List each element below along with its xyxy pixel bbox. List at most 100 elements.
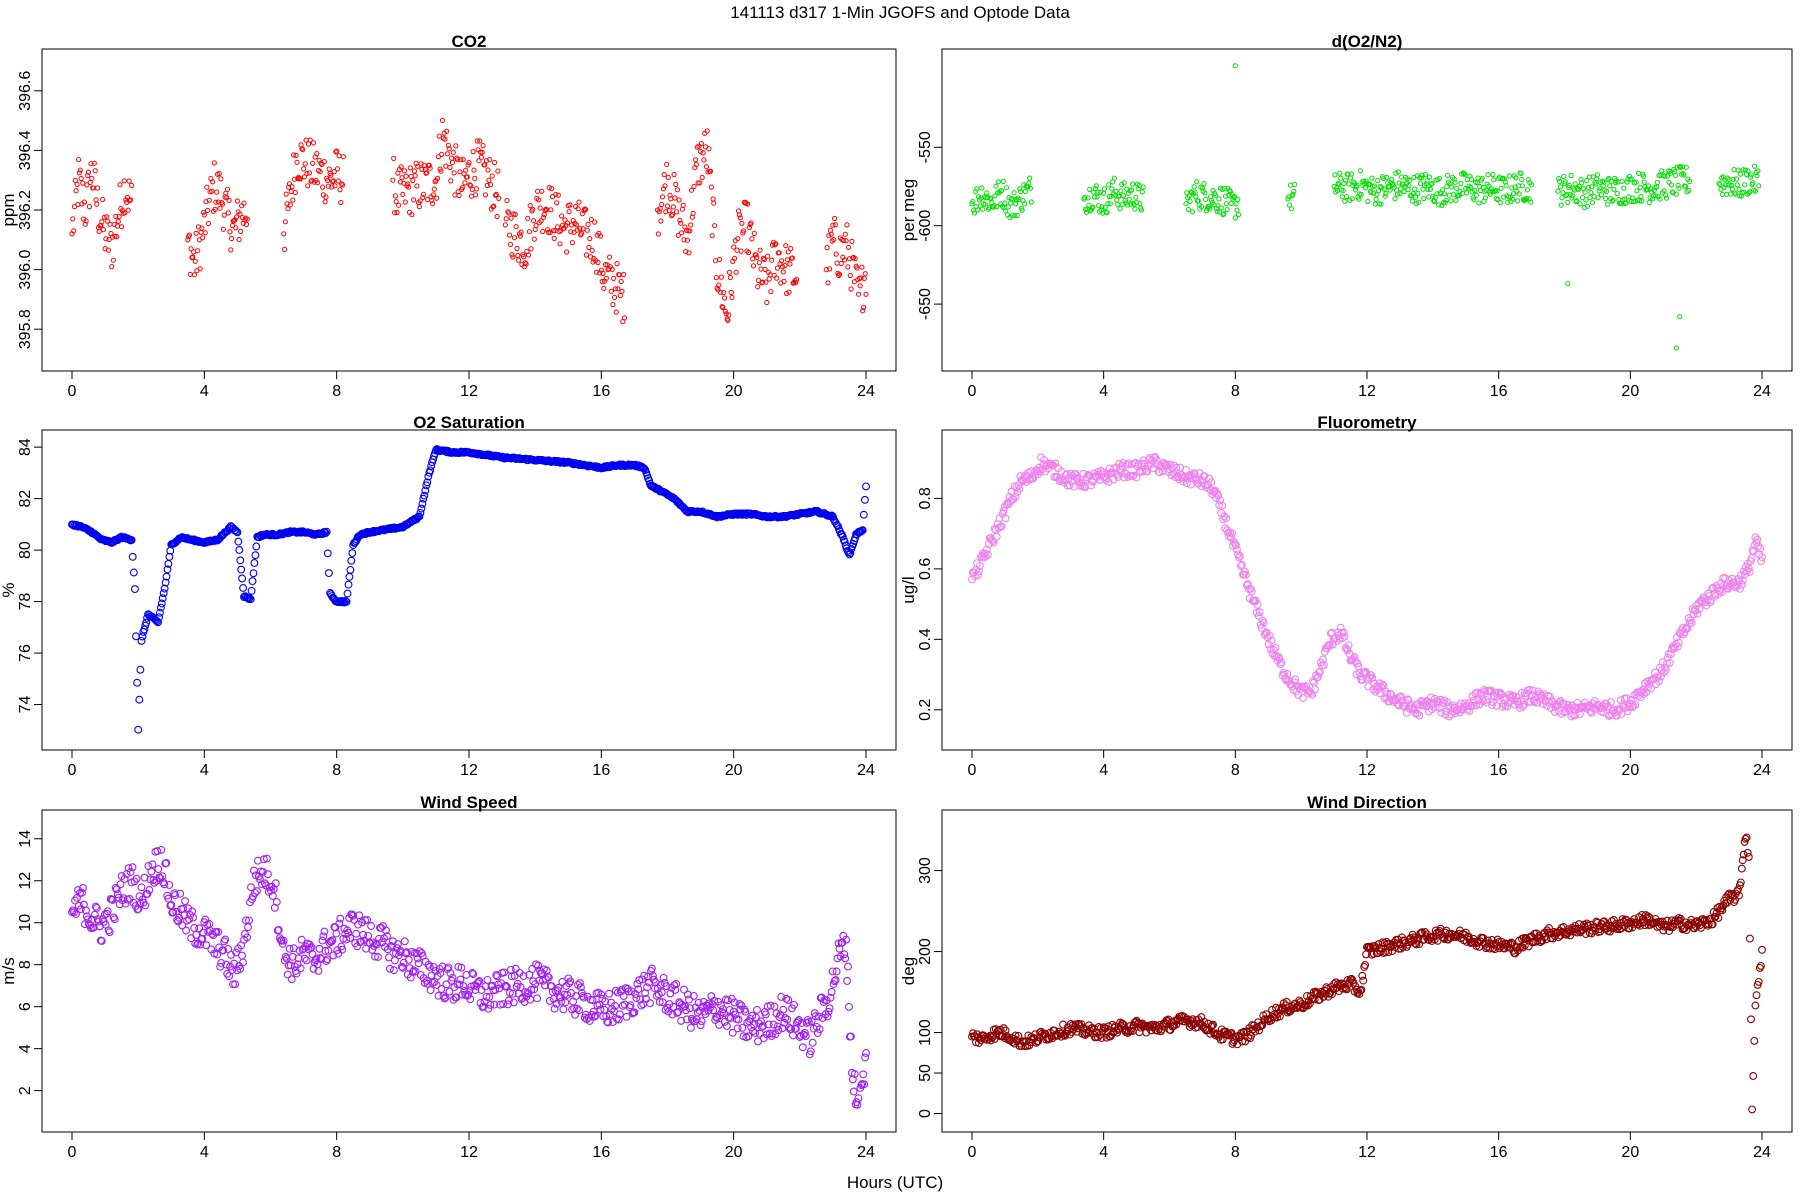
data-point [453, 143, 459, 149]
data-point [1228, 200, 1234, 206]
data-point [1216, 496, 1225, 505]
data-point [439, 117, 446, 124]
data-point [512, 211, 518, 218]
x-tick-label: 4 [200, 383, 209, 400]
data-point [1218, 501, 1227, 510]
data-point [1570, 193, 1576, 199]
data-point [854, 265, 860, 271]
data-point [1728, 574, 1736, 583]
data-point [559, 1005, 568, 1014]
x-tick-label: 20 [725, 1144, 743, 1161]
data-point [748, 1011, 757, 1020]
data-point [75, 201, 81, 208]
x-tick-label: 16 [1490, 762, 1508, 779]
data-point [1556, 175, 1562, 182]
data-point [640, 971, 649, 980]
data-point [1218, 205, 1224, 211]
data-point [1413, 709, 1422, 718]
data-point [1343, 177, 1349, 183]
data-point [975, 207, 981, 213]
data-point [669, 1002, 678, 1011]
data-point [174, 917, 183, 926]
data-point [1663, 195, 1670, 201]
data-point [1693, 609, 1702, 618]
data-point [97, 937, 106, 945]
data-point [750, 263, 757, 269]
data-point [1357, 985, 1366, 994]
data-point [725, 317, 731, 323]
data-point [772, 242, 778, 248]
data-point [666, 208, 672, 214]
data-point [449, 159, 456, 166]
data-point [78, 884, 87, 892]
data-point [1482, 195, 1489, 201]
data-point [443, 163, 449, 169]
data-point [215, 199, 221, 205]
data-point [91, 160, 97, 166]
data-point [1095, 189, 1101, 195]
data-point [294, 954, 303, 963]
data-point [285, 944, 294, 953]
data-point [1564, 701, 1573, 710]
data-point [1266, 645, 1275, 653]
plot-frame [941, 48, 1793, 372]
data-point [1390, 182, 1396, 188]
data-point [514, 245, 520, 252]
data-point [783, 1015, 792, 1024]
data-point [1109, 186, 1115, 192]
data-point [470, 149, 476, 155]
data-point [503, 216, 509, 222]
data-point [1739, 850, 1748, 859]
data-point [993, 183, 999, 189]
data-point [1292, 181, 1298, 187]
data-point [190, 924, 199, 932]
data-point [1428, 181, 1434, 187]
data-point [1424, 178, 1430, 184]
data-point [1185, 206, 1192, 213]
data-point [1735, 167, 1741, 173]
data-point [1513, 175, 1519, 181]
data-point [1452, 179, 1458, 185]
data-point [1415, 190, 1421, 196]
data-point [741, 1007, 750, 1016]
data-point [251, 551, 260, 560]
data-point [1600, 917, 1609, 926]
x-tick-label: 8 [1231, 1144, 1240, 1161]
data-point [995, 179, 1001, 185]
data-point [407, 165, 413, 171]
data-point [1577, 201, 1583, 207]
data-point [845, 1002, 853, 1011]
data-point [757, 247, 763, 253]
data-point [323, 549, 332, 558]
data-point [1756, 961, 1765, 970]
data-point [312, 954, 321, 963]
data-point [860, 304, 867, 311]
data-point [128, 552, 137, 561]
data-point [456, 192, 462, 199]
data-point [462, 180, 468, 186]
data-point [734, 247, 740, 253]
y-tick-label: 6 [17, 1002, 34, 1011]
data-point [1677, 314, 1683, 320]
data-point [971, 210, 978, 216]
data-point [674, 209, 680, 215]
data-point [806, 1047, 815, 1056]
data-point [1451, 176, 1457, 182]
data-point [781, 1014, 790, 1023]
data-point [103, 907, 112, 916]
data-point [1122, 460, 1131, 469]
data-point [238, 951, 246, 960]
data-point [301, 166, 307, 172]
data-point [286, 184, 292, 190]
data-point [979, 553, 988, 562]
data-point [1334, 185, 1340, 191]
data-point [728, 1028, 737, 1037]
data-point [1207, 478, 1216, 487]
y-tick-label: 300 [917, 857, 934, 884]
data-point [1347, 974, 1356, 983]
data-point [1216, 196, 1222, 202]
data-point [296, 964, 305, 973]
data-point [329, 178, 336, 185]
data-point [1022, 201, 1028, 207]
data-point [1758, 945, 1766, 954]
